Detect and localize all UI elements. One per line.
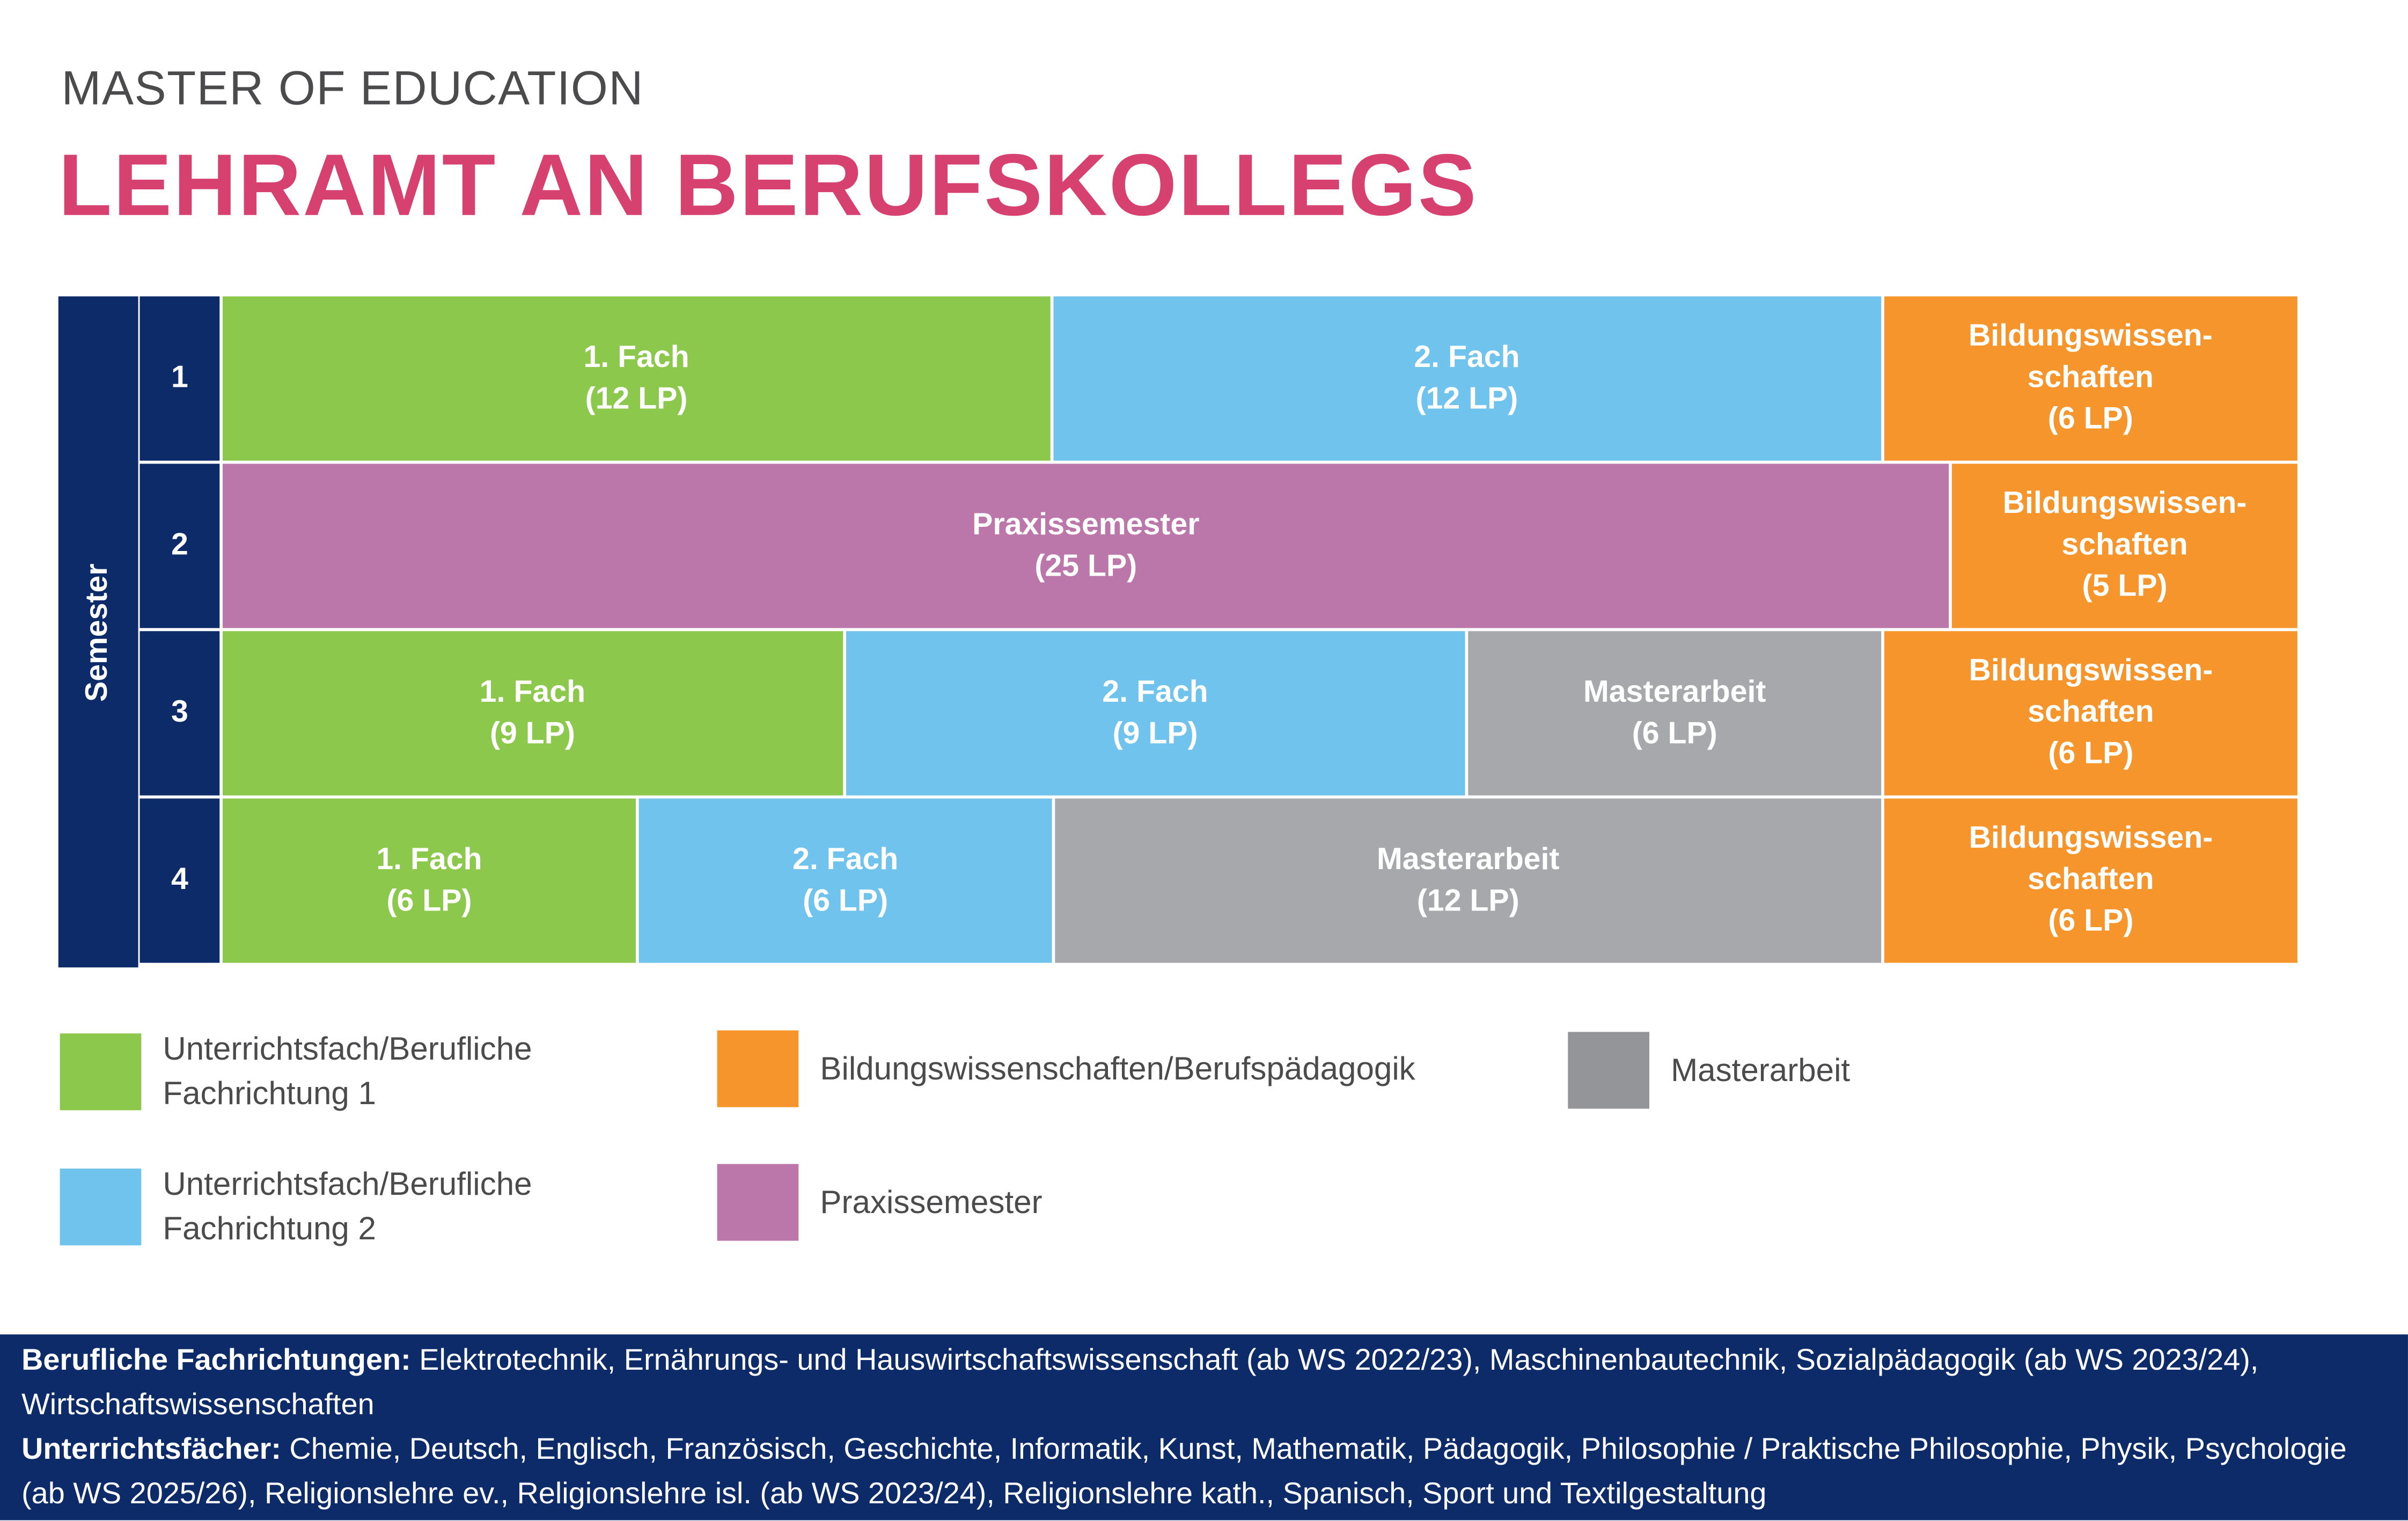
footer-info: Berufliche Fachrichtungen: Elektrotechni…: [0, 1334, 2408, 1520]
module-fach2: 2. Fach (9 LP): [845, 631, 1465, 796]
module-label: Bildungswissen-: [1969, 654, 2213, 688]
legend-swatch: [60, 1033, 142, 1111]
unterrichtsfaecher: Unterrichtsfächer: Chemie, Deutsch, Engl…: [21, 1428, 2387, 1517]
credit-points: (6 LP): [803, 884, 889, 918]
legend-label: Masterarbeit: [1671, 1053, 1851, 1088]
module-cells: 1. Fach (9 LP) 2. Fach (9 LP) Masterarbeit (6…: [223, 631, 2297, 796]
credit-points: (6 LP): [2048, 904, 2134, 938]
module-bildung: Bildungswissen-schaften (5 LP): [1952, 464, 2297, 628]
berufliche-fachrichtungen: Berufliche Fachrichtungen: Elektrotechni…: [21, 1339, 2387, 1428]
credit-points: (6 LP): [2047, 402, 2133, 436]
module-praxis: Praxissemester (25 LP): [223, 464, 1949, 628]
module-cells: 1. Fach (6 LP) 2. Fach (6 LP) Masterarbeit (1…: [223, 798, 2297, 963]
module-label: 2. Fach: [1102, 674, 1208, 709]
module-cells: Praxissemester (25 LP) Bildungswissen-scha…: [223, 464, 2297, 628]
legend-bildung: Bildungswissenschaften/Berufspädagogik: [717, 1030, 1415, 1107]
credit-points: (6 LP): [2048, 737, 2134, 771]
module-label: Bildungswissen-: [1968, 319, 2213, 354]
module-bildung: Bildungswissen-schaften (6 LP): [1884, 798, 2297, 963]
page-subtitle: MASTER OF EDUCATION: [61, 61, 644, 115]
legend-label: Unterrichtsfach/Berufliche Fachrichtung …: [163, 1032, 532, 1112]
credit-points: (12 LP): [1416, 884, 1519, 918]
semester-label: Semester: [80, 562, 115, 701]
berufliche-label: Berufliche Fachrichtungen:: [21, 1343, 411, 1378]
legend-praxis: Praxissemester: [717, 1164, 1043, 1241]
credit-points: (6 LP): [1632, 716, 1717, 751]
legend-swatch: [717, 1030, 799, 1107]
credit-points: (25 LP): [1034, 549, 1137, 583]
credit-points: (12 LP): [1415, 381, 1518, 416]
legend-label: Praxissemester: [820, 1185, 1043, 1221]
unterricht-label: Unterrichtsfächer:: [21, 1432, 281, 1467]
module-label: 1. Fach: [479, 674, 586, 709]
page-title: LEHRAMT AN BERUFSKOLLEGS: [58, 136, 1478, 235]
module-label: schaften: [2028, 695, 2154, 730]
module-label: Masterarbeit: [1583, 674, 1766, 709]
module-label: Praxissemester: [972, 507, 1200, 541]
unterricht-text: Chemie, Deutsch, Englisch, Französisch, …: [21, 1432, 2347, 1511]
legend-swatch: [60, 1169, 142, 1246]
module-label: schaften: [2061, 528, 2188, 562]
semester-axis: Semester: [58, 296, 138, 968]
legend-label: Unterrichtsfach/Berufliche Fachrichtung …: [163, 1167, 532, 1247]
module-bildung: Bildungswissen-schaften (6 LP): [1884, 631, 2297, 796]
module-fach1: 1. Fach (12 LP): [223, 296, 1051, 461]
legend-fach2: Unterrichtsfach/Berufliche Fachrichtung …: [60, 1163, 532, 1252]
module-label: schaften: [2027, 361, 2154, 395]
module-label: schaften: [2028, 863, 2154, 897]
module-bildung: Bildungswissen-schaften (6 LP): [1883, 296, 2297, 461]
module-master: Masterarbeit (12 LP): [1055, 798, 1882, 963]
semester-number: 3: [140, 631, 220, 796]
module-label: 2. Fach: [1414, 340, 1520, 374]
semester-number: 4: [140, 798, 220, 963]
semester-number: 2: [140, 464, 220, 628]
legend-swatch: [1568, 1032, 1650, 1109]
module-fach2: 2. Fach (6 LP): [638, 798, 1052, 963]
module-label: Bildungswissen-: [1969, 821, 2213, 856]
semester-rows: 1 1. Fach (12 LP) 2. Fach (12 LP) Bildungswis…: [140, 296, 2297, 966]
module-fach2: 2. Fach (12 LP): [1053, 296, 1881, 461]
berufliche-text: Elektrotechnik, Ernährungs- und Hauswirt…: [21, 1343, 2259, 1422]
credit-points: (5 LP): [2082, 569, 2168, 604]
module-fach1: 1. Fach (6 LP): [223, 798, 636, 963]
credit-points: (9 LP): [489, 716, 575, 751]
module-label: 1. Fach: [583, 340, 689, 374]
module-fach1: 1. Fach (9 LP): [223, 631, 842, 796]
semester-row: 3 1. Fach (9 LP) 2. Fach (9 LP) Masterarbeit (…: [140, 631, 2297, 796]
semester-row: 4 1. Fach (6 LP) 2. Fach (6 LP) Masterarbeit (…: [140, 798, 2297, 963]
legend-fach1: Unterrichtsfach/Berufliche Fachrichtung …: [60, 1027, 532, 1116]
module-label: Masterarbeit: [1377, 842, 1560, 876]
credit-points: (6 LP): [386, 884, 472, 918]
credit-points: (9 LP): [1112, 716, 1198, 751]
semester-row: 2 Praxissemester (25 LP) Bildungswissen-sch…: [140, 464, 2297, 628]
module-label: 2. Fach: [792, 842, 899, 876]
module-label: Bildungswissen-: [2002, 487, 2247, 521]
legend-label: Bildungswissenschaften/Berufspädagogik: [820, 1051, 1415, 1087]
module-master: Masterarbeit (6 LP): [1468, 631, 1882, 796]
legend-master: Masterarbeit: [1568, 1032, 1851, 1109]
module-cells: 1. Fach (12 LP) 2. Fach (12 LP) Bildungswiss…: [223, 296, 2297, 461]
semester-number: 1: [140, 296, 220, 461]
semester-row: 1 1. Fach (12 LP) 2. Fach (12 LP) Bildungswis…: [140, 296, 2297, 461]
credit-points: (12 LP): [585, 381, 688, 416]
module-label: 1. Fach: [376, 842, 482, 876]
legend-swatch: [717, 1164, 799, 1241]
